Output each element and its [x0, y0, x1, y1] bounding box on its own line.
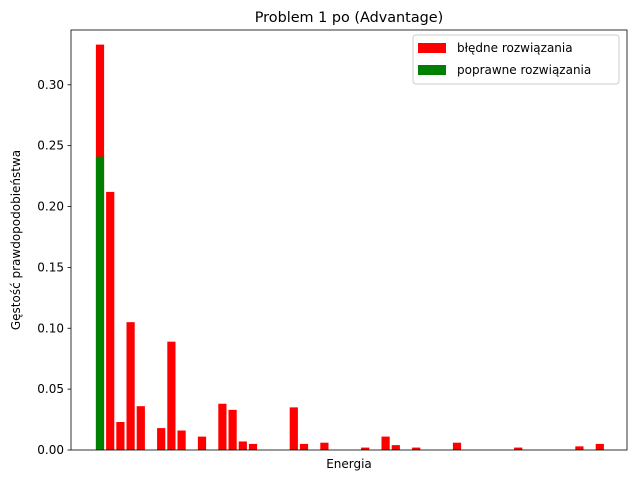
y-tick-label: 0.00 [37, 443, 64, 457]
y-tick-label: 0.10 [37, 321, 64, 335]
chart-title: Problem 1 po (Advantage) [255, 10, 444, 26]
bar-incorrect [177, 430, 186, 450]
bar-incorrect [391, 445, 400, 450]
y-tick-label: 0.30 [37, 78, 64, 92]
bar-incorrect [248, 443, 258, 450]
y-tick-label: 0.25 [37, 139, 64, 153]
plot-frame [70, 29, 628, 451]
legend-label-incorrect: błędne rozwiązania [457, 41, 573, 55]
bar-incorrect [452, 442, 462, 450]
bar-incorrect [116, 422, 125, 450]
legend-swatch-incorrect [418, 43, 446, 53]
bar-incorrect [228, 409, 237, 450]
bar-incorrect [167, 341, 176, 450]
y-axis: 0.00 0.05 0.10 0.15 0.20 0.25 0.30 [37, 78, 71, 457]
bar-incorrect [238, 441, 247, 450]
bar-incorrect [320, 442, 329, 450]
legend-box [412, 34, 620, 85]
y-tick-label: 0.05 [37, 382, 64, 396]
bar-incorrect [595, 443, 604, 450]
bar-incorrect [299, 443, 309, 450]
y-tick-label: 0.15 [37, 260, 64, 274]
y-tick-label: 0.20 [37, 200, 64, 214]
bar-incorrect [197, 436, 207, 450]
bar-incorrect [106, 191, 115, 450]
bar-incorrect [289, 407, 298, 450]
bar-incorrect [412, 447, 421, 450]
bar-correct [95, 156, 105, 451]
y-axis-label: Gęstość prawdopodobieństwa [9, 150, 23, 330]
legend-label-correct: poprawne rozwiązania [457, 63, 591, 77]
series-correct-bars [95, 156, 105, 451]
x-axis-label: Energia [326, 457, 372, 471]
plot-area [70, 29, 628, 451]
bar-incorrect [136, 406, 145, 450]
bar-incorrect [361, 447, 370, 450]
bar-incorrect [514, 447, 523, 450]
bar-incorrect [381, 436, 390, 450]
bar-incorrect [218, 403, 227, 450]
legend: błędne rozwiązania poprawne rozwiązania [412, 34, 620, 85]
bar-incorrect [575, 446, 584, 450]
bar-incorrect [157, 428, 166, 450]
series-incorrect-bars [95, 44, 604, 451]
legend-swatch-correct [418, 65, 446, 75]
bar-incorrect [126, 322, 135, 450]
